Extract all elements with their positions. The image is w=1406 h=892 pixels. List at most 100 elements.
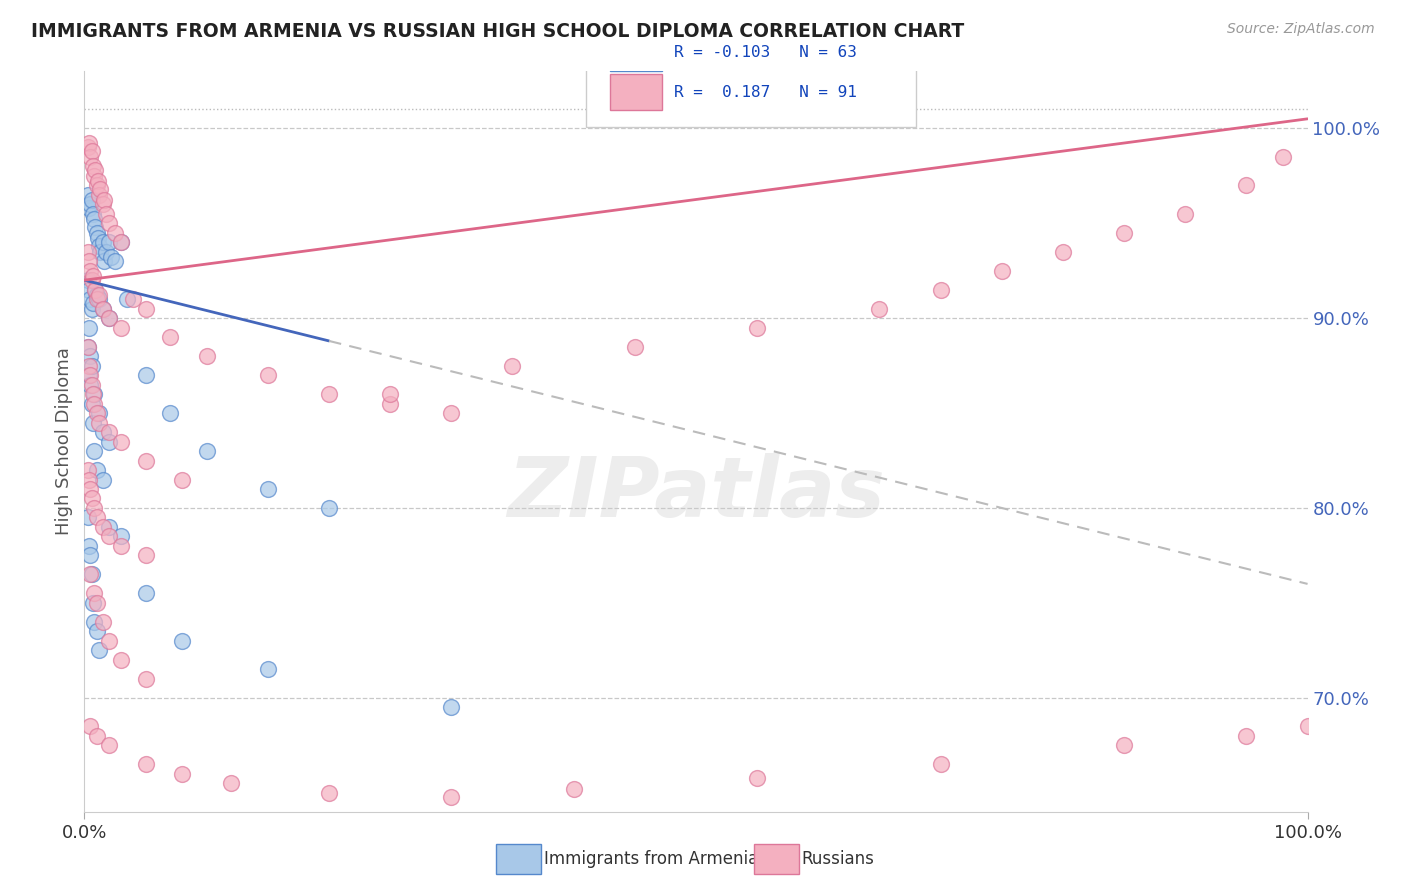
Point <box>86 729 108 743</box>
Point <box>84 283 107 297</box>
Point <box>135 368 157 383</box>
Point <box>80 377 103 392</box>
Point <box>135 586 157 600</box>
Point <box>77 340 100 354</box>
Point <box>79 567 101 582</box>
Point <box>624 340 647 354</box>
Point <box>87 231 110 245</box>
Point <box>1236 178 1258 193</box>
Point <box>77 201 100 215</box>
Point <box>96 244 118 259</box>
Point <box>747 320 769 334</box>
Point <box>87 174 110 188</box>
Point <box>115 292 138 306</box>
Point <box>86 510 108 524</box>
Point <box>110 320 132 334</box>
Point <box>80 194 103 208</box>
Point <box>97 425 120 439</box>
Text: Source: ZipAtlas.com: Source: ZipAtlas.com <box>1227 22 1375 37</box>
Point <box>83 500 105 515</box>
Point <box>440 700 463 714</box>
Point <box>91 197 114 211</box>
Point <box>83 586 105 600</box>
Point <box>929 757 952 772</box>
Point <box>86 596 108 610</box>
Point <box>79 482 101 496</box>
Point <box>91 425 114 439</box>
Point <box>82 416 104 430</box>
Point <box>159 330 181 344</box>
Point <box>97 529 120 543</box>
Point <box>91 520 114 534</box>
Point <box>172 473 194 487</box>
Point <box>257 368 280 383</box>
Point <box>104 226 127 240</box>
Point <box>172 766 194 780</box>
Point <box>84 283 107 297</box>
Point <box>87 187 110 202</box>
Point <box>79 377 101 392</box>
Point <box>77 473 100 487</box>
Point <box>79 349 101 363</box>
Point <box>87 643 110 657</box>
Point <box>135 301 157 316</box>
Point <box>77 136 100 151</box>
Point <box>97 434 120 449</box>
Point <box>110 529 132 543</box>
Point <box>135 757 157 772</box>
Point <box>135 549 157 563</box>
Point <box>79 549 101 563</box>
Point <box>80 567 103 582</box>
Point <box>869 301 891 316</box>
Point <box>79 368 101 383</box>
Point <box>83 615 105 629</box>
Point <box>86 178 108 193</box>
Point <box>82 296 104 310</box>
Point <box>83 387 105 401</box>
Point <box>318 500 340 515</box>
Point <box>91 615 114 629</box>
Point <box>318 387 340 401</box>
Point <box>77 244 100 259</box>
Point <box>87 239 110 253</box>
Point <box>747 771 769 785</box>
Point <box>104 254 127 268</box>
Point <box>96 207 118 221</box>
Point <box>110 235 132 250</box>
Point <box>83 444 105 458</box>
Point <box>86 226 108 240</box>
Point <box>1114 739 1136 753</box>
Point <box>87 416 110 430</box>
Point <box>97 311 120 326</box>
Point <box>86 288 108 302</box>
Point <box>86 624 108 639</box>
Point <box>91 301 114 316</box>
Text: R =  0.187   N = 91: R = 0.187 N = 91 <box>673 85 856 100</box>
Point <box>257 662 280 676</box>
Point <box>79 150 101 164</box>
Point <box>86 292 108 306</box>
Point <box>79 292 101 306</box>
Point <box>87 406 110 420</box>
Point <box>77 187 100 202</box>
Point <box>83 212 105 227</box>
Point <box>135 453 157 467</box>
Point <box>86 463 108 477</box>
Point <box>1236 729 1258 743</box>
Point <box>110 235 132 250</box>
FancyBboxPatch shape <box>610 74 662 110</box>
Point <box>122 292 145 306</box>
Point <box>929 283 952 297</box>
Text: R = -0.103   N = 63: R = -0.103 N = 63 <box>673 45 856 61</box>
Point <box>77 510 100 524</box>
Text: Immigrants from Armenia: Immigrants from Armenia <box>544 850 758 868</box>
Text: Russians: Russians <box>801 850 875 868</box>
Point <box>97 739 120 753</box>
Point <box>257 482 280 496</box>
Point <box>77 539 100 553</box>
Point <box>77 340 100 354</box>
Point <box>93 254 115 268</box>
Point <box>79 719 101 733</box>
Point <box>91 235 114 250</box>
Point <box>1052 244 1074 259</box>
